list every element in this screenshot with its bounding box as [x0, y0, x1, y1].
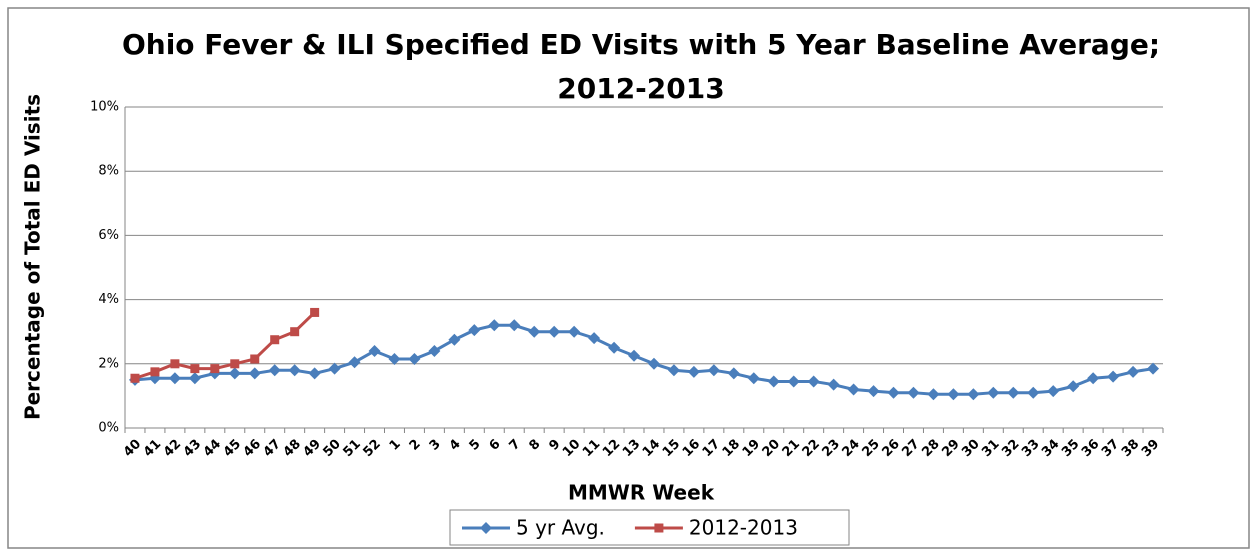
- y-tick-label: 6%: [98, 228, 119, 243]
- data-point: [608, 341, 621, 354]
- y-tick-label: 8%: [98, 164, 119, 179]
- data-point: [1067, 380, 1080, 393]
- data-point: [290, 327, 300, 337]
- data-point: [310, 307, 320, 317]
- data-point: [250, 354, 260, 364]
- y-tick-label: 10%: [90, 100, 119, 115]
- data-point: [230, 359, 240, 369]
- data-point: [787, 375, 800, 388]
- y-tick-label: 4%: [98, 292, 119, 307]
- data-point: [288, 364, 301, 377]
- data-point: [747, 372, 760, 385]
- data-point: [647, 357, 660, 370]
- data-point: [1047, 385, 1060, 398]
- data-point: [827, 378, 840, 391]
- data-point: [1107, 370, 1120, 383]
- data-point: [907, 386, 920, 399]
- data-point: [368, 344, 381, 357]
- data-point: [408, 352, 421, 365]
- data-point: [130, 373, 140, 383]
- data-point: [508, 319, 521, 332]
- data-point: [248, 367, 261, 380]
- data-point: [428, 344, 441, 357]
- series: [130, 307, 320, 383]
- data-point: [807, 375, 820, 388]
- data-point: [947, 388, 960, 401]
- data-point: [328, 362, 341, 375]
- data-point: [687, 365, 700, 378]
- data-point: [727, 367, 740, 380]
- legend-marker: [480, 522, 492, 534]
- legend-label: 5 yr Avg.: [516, 516, 605, 540]
- data-point: [528, 325, 541, 338]
- data-point: [568, 325, 581, 338]
- data-point: [268, 364, 281, 377]
- data-point: [847, 383, 860, 396]
- data-point: [927, 388, 940, 401]
- data-point: [867, 385, 880, 398]
- data-point: [1007, 386, 1020, 399]
- data-point: [228, 367, 241, 380]
- x-axis-title: MMWR Week: [568, 481, 715, 505]
- data-point: [308, 367, 321, 380]
- legend: 5 yr Avg. 2012-2013: [449, 509, 850, 546]
- chart-border: [7, 7, 1250, 549]
- data-point: [1147, 362, 1160, 375]
- data-point: [190, 364, 200, 374]
- data-point: [348, 356, 361, 369]
- legend-label: 2012-2013: [689, 516, 798, 540]
- data-point: [987, 386, 1000, 399]
- data-point: [707, 364, 720, 377]
- data-point: [1127, 365, 1140, 378]
- data-point: [1027, 386, 1040, 399]
- chart-title: 2012-2013: [557, 72, 724, 105]
- data-point: [270, 335, 280, 345]
- series-line: [134, 323, 1154, 396]
- data-point: [887, 386, 900, 399]
- legend-box: [449, 509, 850, 546]
- y-tick-label: 2%: [98, 356, 119, 371]
- data-point: [1087, 372, 1100, 385]
- series: [128, 319, 1160, 401]
- y-axis-title: Percentage of Total ED Visits: [21, 94, 45, 420]
- data-point: [767, 375, 780, 388]
- legend-marker: [654, 523, 664, 533]
- data-point: [168, 372, 181, 385]
- data-point: [967, 388, 980, 401]
- data-point: [667, 364, 680, 377]
- data-point: [488, 319, 501, 332]
- data-point: [150, 367, 160, 377]
- data-point: [388, 352, 401, 365]
- data-point: [548, 325, 561, 338]
- data-point: [170, 359, 180, 369]
- data-point: [448, 333, 461, 346]
- series-line: [134, 311, 316, 380]
- data-point: [588, 332, 601, 345]
- data-point: [210, 364, 220, 374]
- data-point: [468, 324, 481, 337]
- chart-title: Ohio Fever & ILI Specified ED Visits wit…: [122, 28, 1160, 61]
- data-point: [188, 372, 201, 385]
- y-tick-label: 0%: [98, 421, 119, 436]
- data-point: [628, 349, 641, 362]
